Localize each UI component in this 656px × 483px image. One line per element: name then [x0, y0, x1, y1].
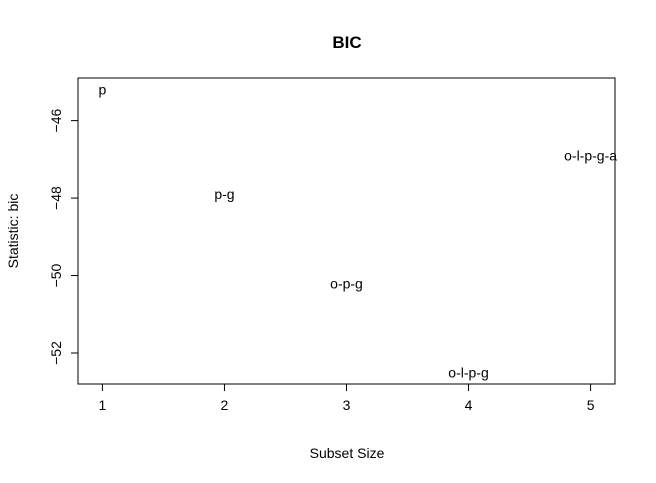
y-tick-label: −48	[48, 186, 64, 210]
point-labels: p p-g o-p-g o-l-p-g o-l-p-g-a	[99, 82, 618, 381]
y-tick-label: −46	[48, 109, 64, 133]
y-axis: −46 −48 −50 −52	[48, 109, 79, 365]
x-tick-label: 1	[99, 397, 107, 413]
y-axis-label: Statistic: bic	[5, 194, 21, 269]
point-label: o-l-p-g-a	[564, 147, 617, 163]
point-label: p	[99, 82, 107, 98]
y-tick-label: −52	[48, 341, 64, 365]
chart-title: BIC	[332, 33, 361, 52]
point-label: o-p-g	[330, 275, 363, 291]
point-label: p-g	[214, 186, 234, 202]
x-tick-label: 5	[587, 397, 595, 413]
x-tick-label: 4	[465, 397, 473, 413]
x-tick-label: 2	[221, 397, 229, 413]
plot-frame	[77, 77, 616, 385]
x-tick-label: 3	[343, 397, 351, 413]
x-axis: 1 2 3 4 5	[99, 383, 595, 413]
x-axis-label: Subset Size	[310, 445, 385, 461]
point-label: o-l-p-g	[448, 364, 488, 380]
y-tick-label: −50	[48, 263, 64, 287]
